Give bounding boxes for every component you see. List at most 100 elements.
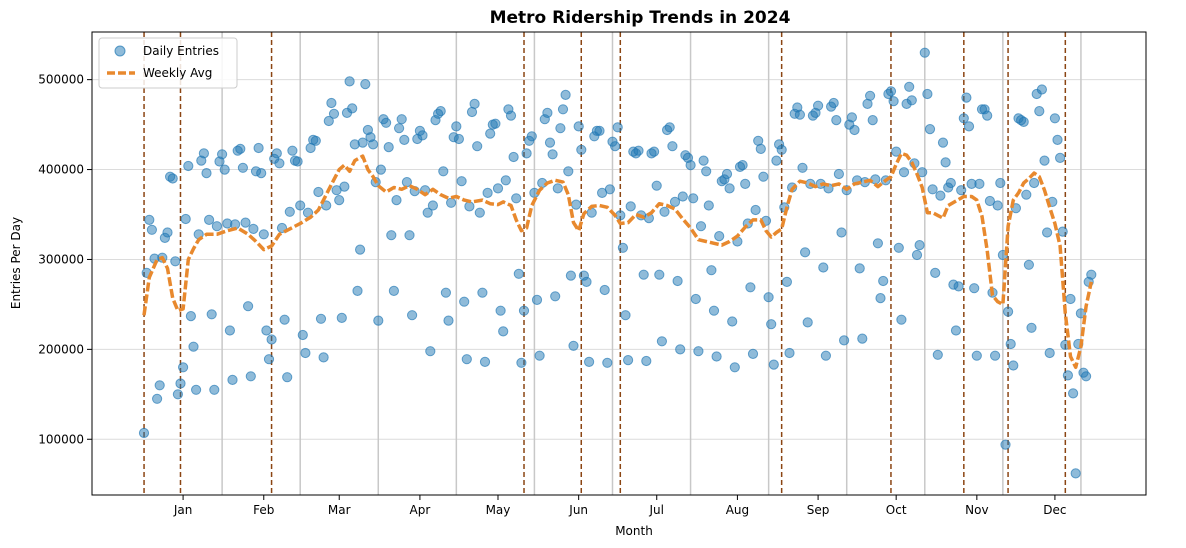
daily-entry-point <box>857 333 868 344</box>
daily-entry-point <box>784 347 795 359</box>
x-tick-label: Jun <box>568 503 588 517</box>
daily-entry-point <box>152 393 163 404</box>
daily-entry-point <box>950 325 962 336</box>
daily-entry-point <box>776 144 787 155</box>
daily-entry-point <box>594 125 605 136</box>
daily-entry-point <box>505 110 517 121</box>
x-axis-label: Month <box>615 524 653 538</box>
daily-entry-point <box>560 89 571 101</box>
daily-entry-point <box>610 141 621 152</box>
daily-entry-point <box>1026 322 1037 333</box>
daily-entry-point <box>472 141 483 152</box>
daily-entry-point <box>167 173 178 184</box>
x-tick-label: Jan <box>173 503 193 517</box>
daily-entry-point <box>261 325 272 336</box>
daily-entry-point <box>565 270 577 281</box>
daily-entry-point <box>758 171 769 182</box>
daily-entry-point <box>963 121 975 132</box>
daily-entry-point <box>982 110 993 121</box>
daily-entry-point <box>292 156 303 167</box>
daily-entry-point <box>1023 259 1035 270</box>
daily-entry-point <box>274 158 285 169</box>
daily-entry-point <box>204 214 215 225</box>
daily-entry-point <box>956 185 967 196</box>
daily-entry-point <box>542 107 553 119</box>
daily-entry-point <box>357 137 368 148</box>
daily-entry-point <box>771 155 782 166</box>
y-tick-label: 300000 <box>38 252 84 266</box>
daily-entry-point <box>1068 388 1079 399</box>
daily-entry-point <box>1055 152 1066 163</box>
daily-entry-point <box>492 183 504 194</box>
daily-entry-point <box>295 200 306 211</box>
daily-entry-point <box>360 79 371 90</box>
daily-entry-point <box>836 227 847 238</box>
daily-entry-point <box>469 98 480 110</box>
daily-entry-point <box>672 275 683 287</box>
daily-entry-point <box>800 247 811 258</box>
daily-entry-point <box>518 305 530 316</box>
daily-entry-point <box>547 149 558 160</box>
daily-entry-point <box>407 310 418 321</box>
daily-entry-point <box>1034 106 1045 117</box>
daily-entry-point <box>820 350 832 361</box>
daily-entry-point <box>1062 370 1074 381</box>
daily-entry-point <box>456 176 467 187</box>
daily-entry-point <box>677 191 688 202</box>
daily-entry-point <box>1021 189 1032 200</box>
x-tick-label: Dec <box>1043 503 1066 517</box>
daily-entry-point <box>924 124 936 135</box>
daily-entry-point <box>485 128 496 139</box>
daily-entry-point <box>375 164 386 175</box>
daily-entry-point <box>953 281 964 292</box>
daily-entry-point <box>344 76 355 87</box>
daily-entry-point <box>724 183 735 194</box>
legend-label-daily: Daily Entries <box>143 44 219 58</box>
daily-entry-point <box>206 309 217 320</box>
daily-entry-point <box>482 187 493 198</box>
daily-entry-point <box>740 178 751 189</box>
daily-entry-point <box>404 230 415 241</box>
daily-entry-point <box>172 389 183 400</box>
daily-entry-point <box>438 166 449 177</box>
daily-entry-point <box>240 217 251 228</box>
daily-entry-point <box>872 238 884 249</box>
daily-entry-point <box>990 350 1001 361</box>
daily-entry-point <box>1036 84 1048 95</box>
daily-entry-point <box>459 296 470 307</box>
daily-entry-point <box>394 123 405 134</box>
daily-entry-point <box>154 380 165 391</box>
daily-entry-point <box>427 200 438 211</box>
daily-entry-point <box>1003 306 1014 317</box>
daily-entry-point <box>937 137 949 148</box>
daily-entry-point <box>146 224 157 235</box>
daily-entry-point <box>1029 177 1040 189</box>
daily-entry-point <box>191 384 202 395</box>
daily-entry-point <box>500 175 511 186</box>
daily-entry-point <box>581 276 592 287</box>
daily-entry-point <box>755 143 766 154</box>
daily-entry-point <box>399 134 410 145</box>
daily-entry-point <box>706 265 717 276</box>
daily-entry-point <box>878 275 889 287</box>
daily-entry-point <box>297 329 308 341</box>
daily-entry-point <box>940 157 951 168</box>
daily-entry-point <box>138 427 150 439</box>
daily-entry-point <box>885 86 897 97</box>
daily-entry-point <box>919 47 930 58</box>
daily-entry-point <box>721 168 733 180</box>
daily-entry-point <box>266 334 277 345</box>
daily-entry-point <box>584 356 595 367</box>
daily-entry-point <box>865 90 876 101</box>
daily-entry-point <box>495 305 506 316</box>
daily-entry-point <box>237 162 248 173</box>
daily-entry-point <box>162 227 173 238</box>
daily-entry-point <box>602 357 613 368</box>
legend-label-weekly: Weekly Avg <box>143 66 212 80</box>
y-tick-label: 200000 <box>38 342 84 356</box>
daily-entry-point <box>479 356 491 367</box>
y-axis-label: Entries Per Day <box>9 217 23 309</box>
y-tick-label: 500000 <box>38 73 84 87</box>
daily-entry-point <box>1049 113 1061 124</box>
